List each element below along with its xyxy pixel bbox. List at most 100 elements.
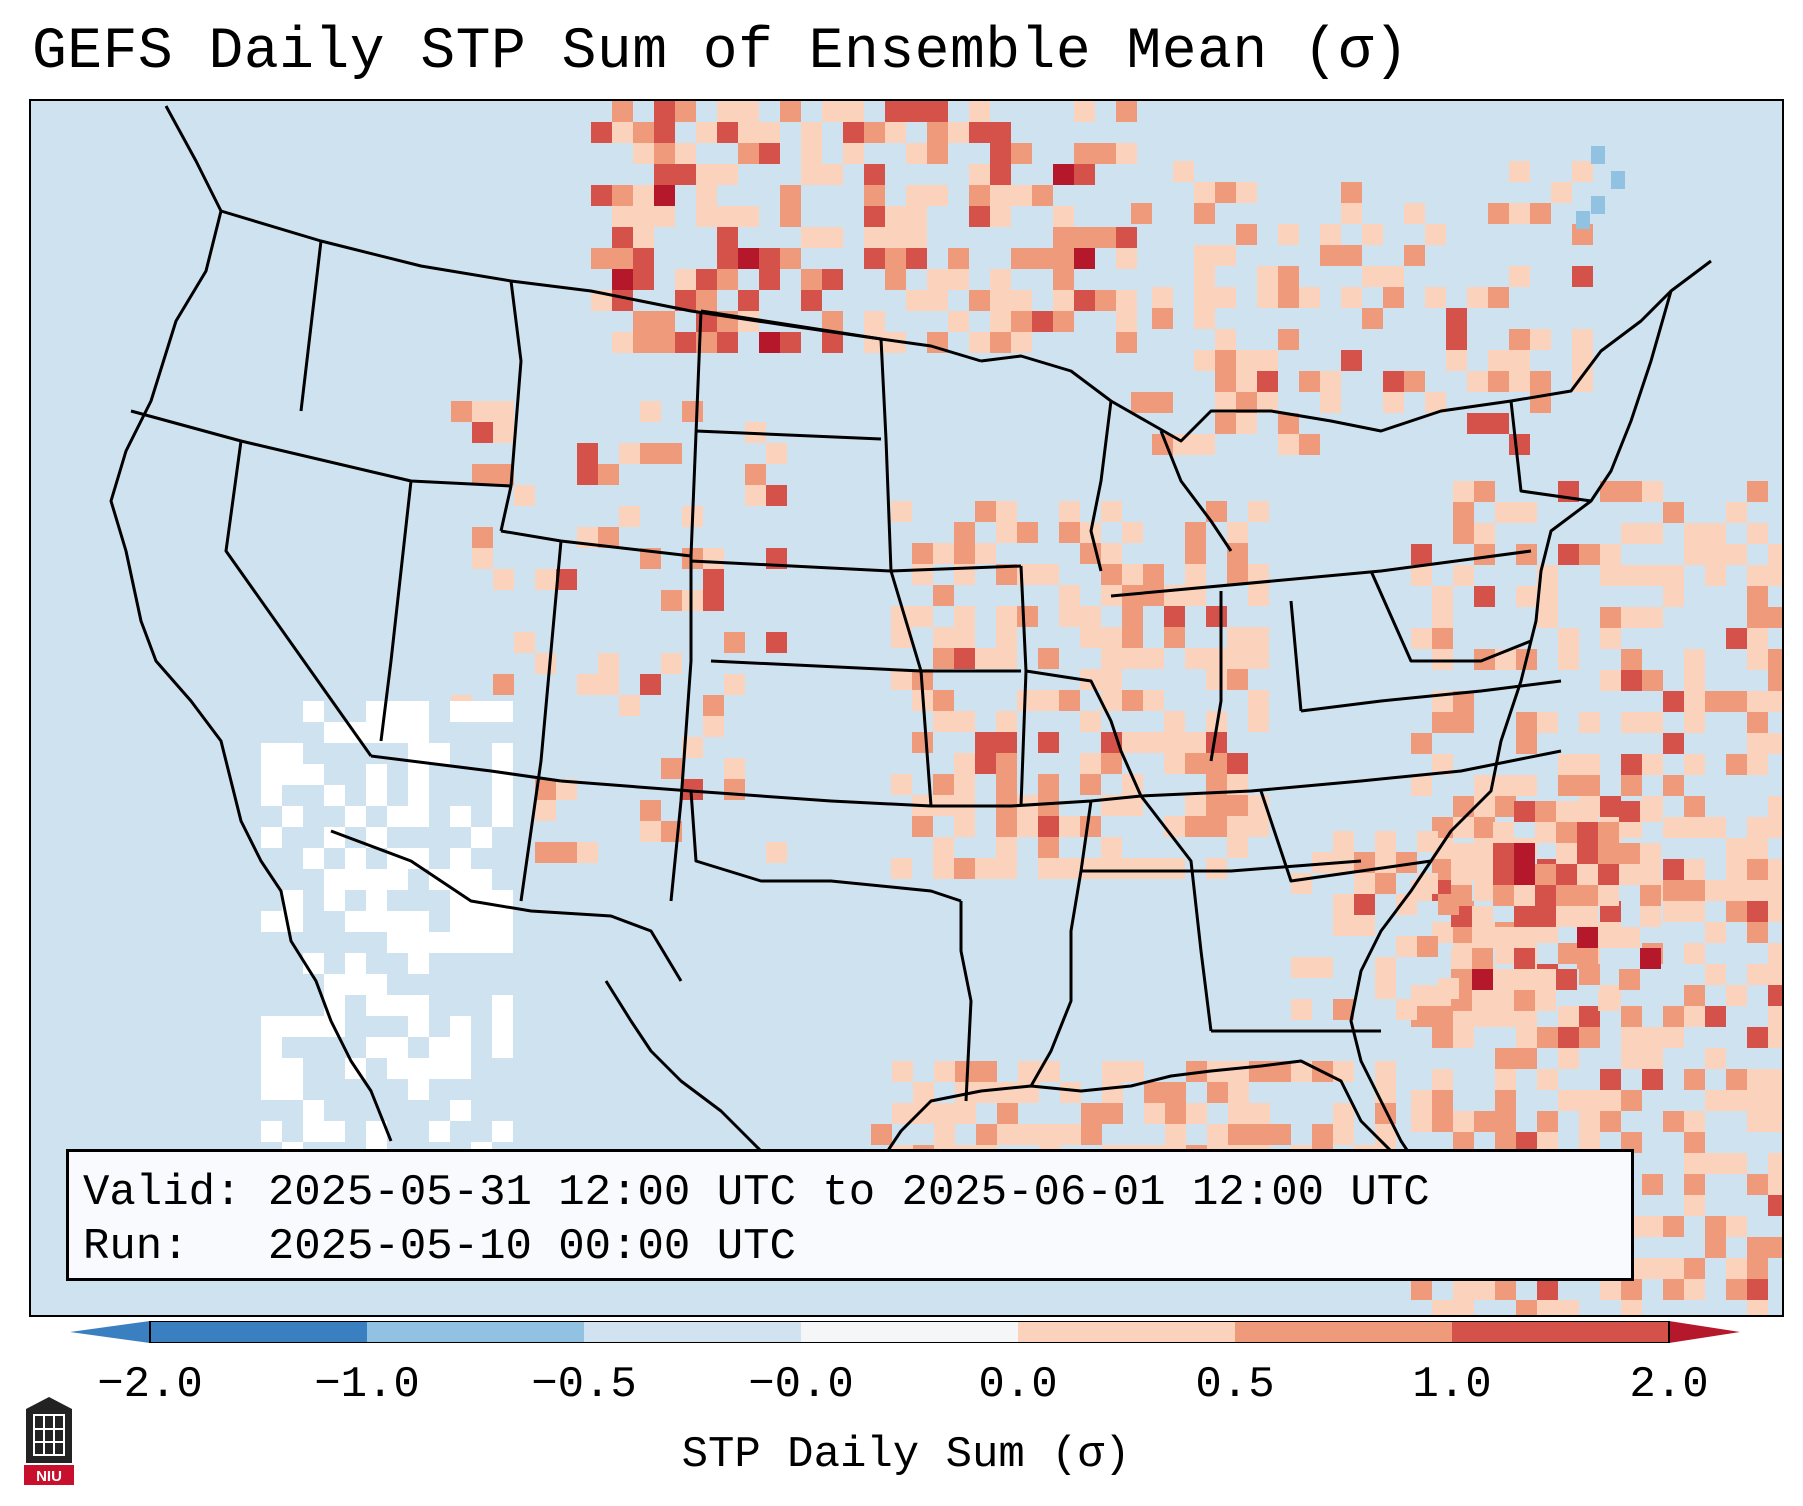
anomaly-cell <box>1663 859 1684 880</box>
anomaly-cell <box>1509 203 1530 224</box>
anomaly-cell <box>801 290 822 311</box>
anomaly-cell <box>654 311 675 332</box>
anomaly-cell <box>1579 1006 1600 1027</box>
anomaly-cell <box>556 842 577 863</box>
anomaly-cell <box>1642 523 1663 544</box>
anomaly-cell <box>954 522 975 543</box>
anomaly-cell <box>1472 906 1493 927</box>
anomaly-cell <box>1095 143 1116 164</box>
anomaly-cell <box>996 522 1017 543</box>
anomaly-cell <box>1467 287 1488 308</box>
missing-data-cell <box>261 764 282 785</box>
anomaly-cell <box>1577 885 1598 906</box>
anomaly-cell <box>1417 873 1438 894</box>
anomaly-cell <box>1577 801 1598 822</box>
colorbar-segment <box>584 1321 801 1343</box>
anomaly-cell <box>933 648 954 669</box>
anomaly-cell <box>1080 858 1101 879</box>
anomaly-cell <box>1270 1061 1291 1082</box>
anomaly-cell <box>1453 1132 1474 1153</box>
anomaly-cell <box>990 206 1011 227</box>
anomaly-cell <box>1768 880 1782 901</box>
anomaly-cell <box>954 606 975 627</box>
anomaly-cell <box>1236 182 1257 203</box>
anomaly-cell <box>1248 648 1269 669</box>
anomaly-cell <box>1642 670 1663 691</box>
anomaly-cell <box>975 543 996 564</box>
anomaly-cell <box>1684 1069 1705 1090</box>
anomaly-cell <box>1074 248 1095 269</box>
anomaly-cell <box>1663 691 1684 712</box>
anomaly-cell <box>1747 607 1768 628</box>
anomaly-cell <box>933 858 954 879</box>
anomaly-cell <box>1116 101 1137 122</box>
anomaly-cell <box>1579 1027 1600 1048</box>
anomaly-cell <box>990 122 1011 143</box>
anomaly-cells <box>261 101 1782 1315</box>
anomaly-cell <box>640 821 661 842</box>
anomaly-cell <box>912 732 933 753</box>
anomaly-cell <box>1558 649 1579 670</box>
anomaly-cell <box>975 732 996 753</box>
anomaly-cell <box>1383 371 1404 392</box>
missing-data-cell <box>345 974 366 995</box>
anomaly-cell <box>1101 837 1122 858</box>
missing-data-cell <box>282 764 303 785</box>
anomaly-cell <box>913 1082 934 1103</box>
anomaly-cell <box>1257 287 1278 308</box>
missing-data-cell <box>450 911 471 932</box>
anomaly-cell <box>745 485 766 506</box>
anomaly-cell <box>1551 182 1572 203</box>
anomaly-cell <box>1354 873 1375 894</box>
anomaly-cell <box>1684 691 1705 712</box>
anomaly-cell <box>1467 413 1488 434</box>
missing-data-cell <box>261 1037 282 1058</box>
anomaly-cell <box>1474 880 1495 901</box>
anomaly-cell <box>1206 648 1227 669</box>
anomaly-cell <box>654 206 675 227</box>
missing-data-cell <box>471 827 492 848</box>
anomaly-cell <box>619 506 640 527</box>
anomaly-cell <box>493 401 514 422</box>
missing-data-cell <box>282 1058 303 1079</box>
missing-data-cell <box>492 743 513 764</box>
anomaly-cell <box>933 774 954 795</box>
anomaly-cell <box>1059 585 1080 606</box>
anomaly-cell <box>906 185 927 206</box>
missing-data-cell <box>303 1016 324 1037</box>
anomaly-cell <box>675 143 696 164</box>
anomaly-cell <box>864 227 885 248</box>
anomaly-cell <box>577 443 598 464</box>
anomaly-cell <box>1621 712 1642 733</box>
map-panel <box>29 99 1784 1317</box>
anomaly-cell <box>1185 732 1206 753</box>
anomaly-cell <box>1362 266 1383 287</box>
anomaly-cell <box>1474 481 1495 502</box>
anomaly-cell <box>1122 690 1143 711</box>
anomaly-cell <box>1320 224 1341 245</box>
anomaly-cell <box>885 122 906 143</box>
missing-data-cell <box>387 701 408 722</box>
anomaly-cell <box>864 122 885 143</box>
anomaly-cell <box>1248 564 1269 585</box>
anomaly-cell <box>766 443 787 464</box>
anomaly-cell <box>640 443 661 464</box>
anomaly-cell <box>780 248 801 269</box>
anomaly-cell <box>493 569 514 590</box>
anomaly-cell <box>1747 733 1768 754</box>
anomaly-cell <box>1726 1279 1747 1300</box>
anomaly-cell <box>1101 753 1122 774</box>
anomaly-cell <box>1726 1216 1747 1237</box>
anomaly-cell <box>1535 822 1556 843</box>
anomaly-cell <box>1768 607 1782 628</box>
anomaly-cell <box>1143 585 1164 606</box>
anomaly-cell <box>996 858 1017 879</box>
anomaly-cell <box>1236 392 1257 413</box>
anomaly-cell <box>591 122 612 143</box>
anomaly-cell <box>954 774 975 795</box>
anomaly-cell <box>1194 308 1215 329</box>
anomaly-cell <box>1537 922 1558 943</box>
anomaly-cell <box>1621 523 1642 544</box>
anomaly-cell <box>556 569 577 590</box>
anomaly-cell <box>1320 392 1341 413</box>
